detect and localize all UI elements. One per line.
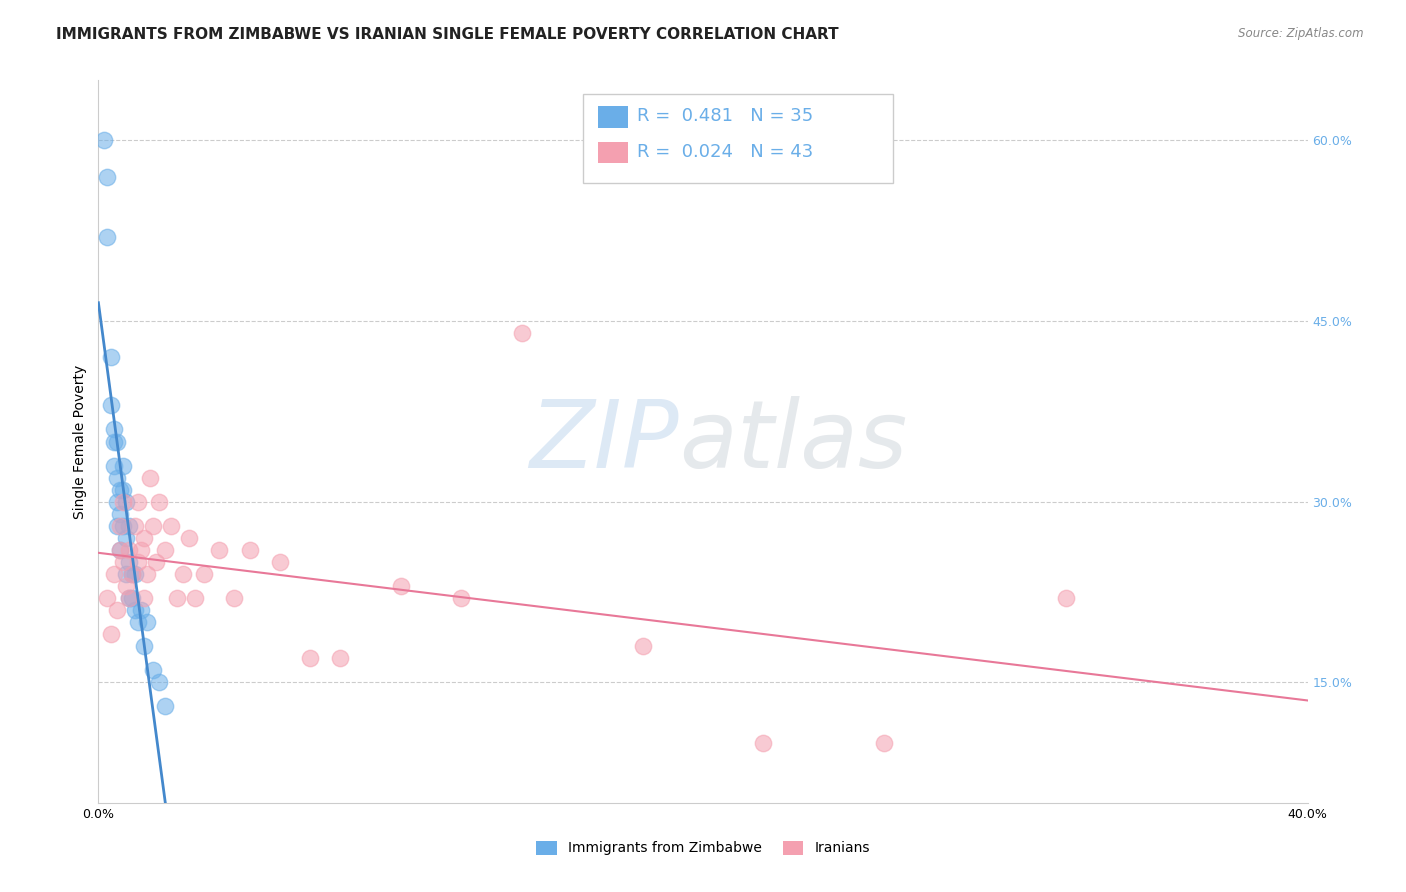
- Point: [114, 531, 136, 545]
- Text: ZIP: ZIP: [529, 396, 679, 487]
- Point: [752, 735, 775, 749]
- Point: [118, 591, 141, 606]
- Point: [105, 470, 128, 484]
- Point: [142, 664, 165, 678]
- Text: R =  0.481   N = 35: R = 0.481 N = 35: [637, 107, 813, 125]
- Point: [111, 494, 134, 508]
- Point: [450, 591, 472, 606]
- Point: [139, 470, 162, 484]
- Point: [118, 555, 141, 569]
- Point: [114, 567, 136, 582]
- Point: [510, 326, 533, 340]
- Point: [127, 555, 149, 569]
- Point: [135, 567, 157, 582]
- Point: [118, 542, 141, 557]
- Point: [132, 639, 155, 653]
- Point: [105, 518, 128, 533]
- Point: [114, 494, 136, 508]
- Point: [121, 591, 143, 606]
- Point: [96, 591, 118, 606]
- Point: [135, 615, 157, 630]
- Point: [129, 603, 152, 617]
- Point: [389, 579, 412, 593]
- Point: [142, 518, 165, 533]
- Point: [148, 675, 170, 690]
- Point: [124, 567, 146, 582]
- Point: [160, 518, 183, 533]
- Point: [100, 627, 122, 641]
- Point: [96, 229, 118, 244]
- Point: [129, 542, 152, 557]
- Legend: Immigrants from Zimbabwe, Iranians: Immigrants from Zimbabwe, Iranians: [530, 835, 876, 861]
- Point: [269, 555, 291, 569]
- Point: [118, 591, 141, 606]
- Point: [111, 483, 134, 497]
- Point: [153, 699, 176, 714]
- Point: [93, 133, 115, 147]
- Point: [96, 169, 118, 184]
- Point: [148, 494, 170, 508]
- Point: [118, 518, 141, 533]
- Point: [103, 458, 125, 473]
- Point: [127, 494, 149, 508]
- Point: [224, 591, 246, 606]
- Point: [103, 567, 125, 582]
- Point: [108, 507, 131, 521]
- Point: [100, 398, 122, 412]
- Point: [193, 567, 215, 582]
- Point: [329, 651, 352, 665]
- Point: [124, 603, 146, 617]
- Text: Source: ZipAtlas.com: Source: ZipAtlas.com: [1239, 27, 1364, 40]
- Point: [111, 458, 134, 473]
- Point: [100, 350, 122, 364]
- Point: [145, 555, 167, 569]
- Point: [873, 735, 896, 749]
- Point: [108, 518, 131, 533]
- Point: [108, 542, 131, 557]
- Point: [111, 555, 134, 569]
- Text: R =  0.024   N = 43: R = 0.024 N = 43: [637, 143, 813, 161]
- Point: [132, 531, 155, 545]
- Point: [239, 542, 262, 557]
- Point: [108, 483, 131, 497]
- Point: [103, 434, 125, 449]
- Point: [111, 518, 134, 533]
- Point: [179, 531, 201, 545]
- Point: [172, 567, 194, 582]
- Point: [105, 434, 128, 449]
- Point: [184, 591, 207, 606]
- Point: [166, 591, 188, 606]
- Point: [132, 591, 155, 606]
- Text: IMMIGRANTS FROM ZIMBABWE VS IRANIAN SINGLE FEMALE POVERTY CORRELATION CHART: IMMIGRANTS FROM ZIMBABWE VS IRANIAN SING…: [56, 27, 839, 42]
- Point: [121, 567, 143, 582]
- Text: atlas: atlas: [679, 396, 907, 487]
- Point: [631, 639, 654, 653]
- Point: [108, 542, 131, 557]
- Point: [103, 423, 125, 437]
- Point: [299, 651, 322, 665]
- Point: [105, 603, 128, 617]
- Point: [114, 579, 136, 593]
- Point: [153, 542, 176, 557]
- Point: [105, 494, 128, 508]
- Point: [1054, 591, 1077, 606]
- Point: [127, 615, 149, 630]
- Point: [121, 567, 143, 582]
- Point: [208, 542, 231, 557]
- Y-axis label: Single Female Poverty: Single Female Poverty: [73, 365, 87, 518]
- Point: [124, 518, 146, 533]
